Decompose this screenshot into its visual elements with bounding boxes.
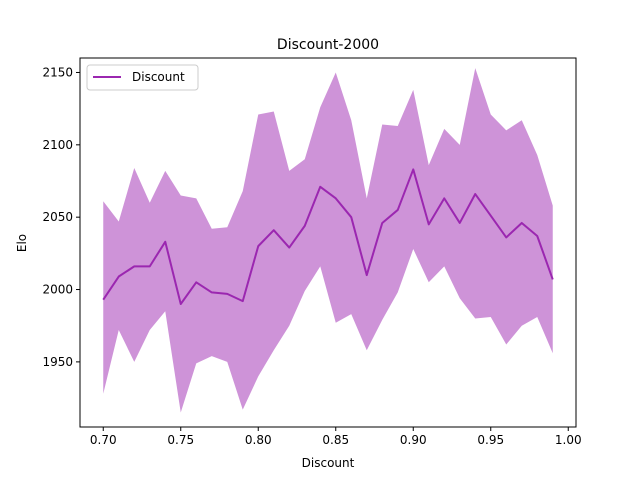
y-tick-label: 2100 [42, 138, 73, 152]
confidence-band [103, 68, 553, 413]
legend: Discount [86, 64, 199, 91]
x-axis-label: Discount [302, 456, 355, 470]
x-axis: 0.70 0.75 0.80 0.85 0.90 0.95 1.00 [90, 427, 582, 447]
confidence-band-layer [103, 68, 553, 413]
plot-frame [79, 57, 577, 428]
legend-box [86, 64, 199, 91]
y-axis: 1950 2000 2050 2100 2150 [42, 65, 80, 369]
y-tick-label: 2000 [42, 283, 73, 297]
x-tick-label: 1.00 [555, 433, 582, 447]
x-tick-label: 0.90 [400, 433, 427, 447]
x-tick-label: 0.80 [245, 433, 272, 447]
legend-label: Discount [132, 70, 185, 84]
series-line-layer [102, 168, 554, 305]
y-axis-label: Elo [15, 234, 29, 252]
x-tick-label: 0.85 [322, 433, 349, 447]
x-tick-label: 0.70 [90, 433, 117, 447]
x-tick-label: 0.75 [167, 433, 194, 447]
x-tick-label: 0.95 [477, 433, 504, 447]
chart-title: Discount-2000 [277, 37, 379, 53]
y-tick-label: 2050 [42, 210, 73, 224]
series-line-discount [102, 168, 554, 305]
y-tick-label: 2150 [42, 65, 73, 79]
y-tick-label: 1950 [42, 355, 73, 369]
